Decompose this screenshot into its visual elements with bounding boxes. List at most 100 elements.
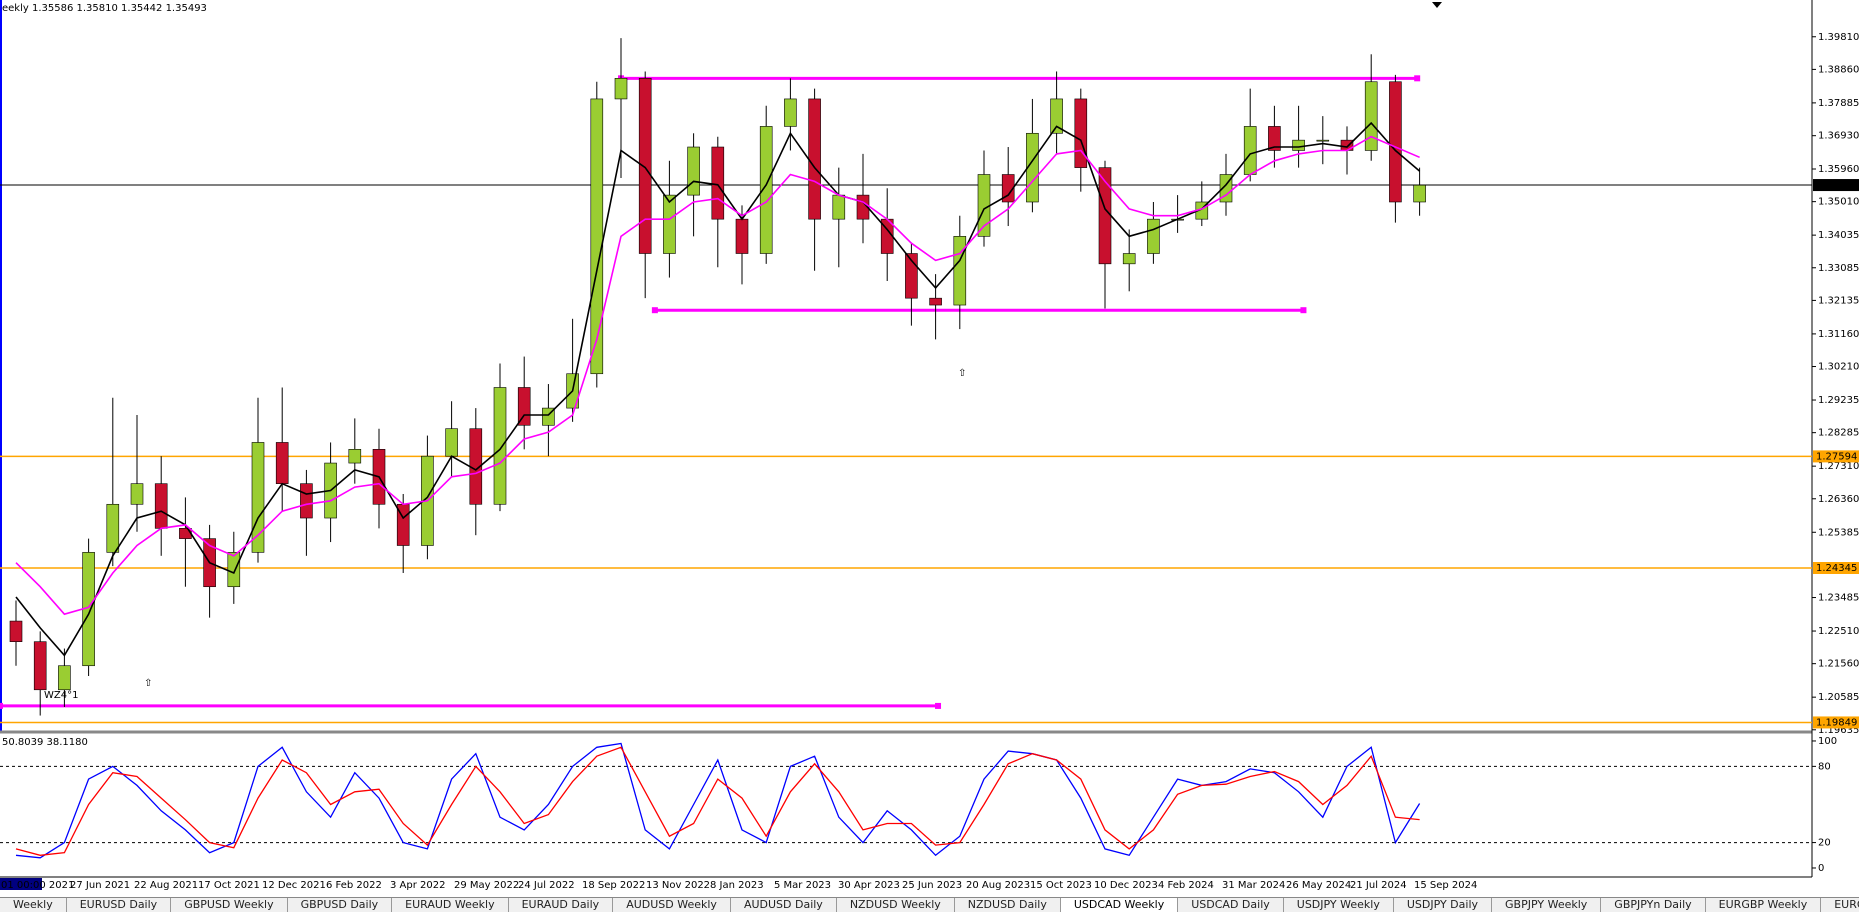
x-tick-label: 30 Apr 2023: [838, 880, 900, 891]
tab[interactable]: EURAUD Weekly: [392, 898, 509, 912]
tab[interactable]: Weekly: [0, 898, 67, 912]
x-tick-label: 15 Sep 2024: [1414, 880, 1477, 891]
tab[interactable]: GBPJPY Weekly: [1492, 898, 1602, 912]
chart-title: eekly 1.35586 1.35810 1.35442 1.35493: [2, 3, 207, 14]
level-label: 1.35493: [1816, 180, 1857, 191]
y-tick-label: 1.23485: [1818, 593, 1859, 604]
x-tick-label: 10 Dec 2023: [1094, 880, 1158, 891]
tab[interactable]: USDCAD Weekly: [1060, 898, 1179, 912]
x-tick-label: 25 Jun 2023: [902, 880, 962, 891]
candle-body: [759, 126, 773, 254]
y-tick-label: 1.35960: [1818, 164, 1859, 175]
level-label-box: [1813, 450, 1859, 463]
candle-body: [517, 387, 531, 426]
candle-body: [953, 236, 967, 306]
y-tick-label: 1.28285: [1818, 428, 1859, 439]
x-tick-label: 15 Oct 2023: [1030, 880, 1092, 891]
y-tick-label: 1.20585: [1818, 692, 1859, 703]
annotation: WZ4°1: [44, 690, 78, 701]
tab[interactable]: USDCAD Daily: [1178, 898, 1284, 912]
tab[interactable]: EURAUD Daily: [509, 898, 614, 912]
candle-body: [663, 194, 676, 254]
candle-body: [300, 483, 313, 519]
tab[interactable]: GBPUSD Daily: [288, 898, 393, 912]
candle-body: [58, 665, 71, 691]
x-tick-label: 13 Nov 2022: [646, 880, 710, 891]
candle-body: [179, 528, 192, 539]
tab[interactable]: EURGBP Daily: [1821, 898, 1859, 912]
annotation: ⇧: [958, 368, 966, 379]
candle-body: [227, 552, 241, 588]
x-tick-label: 5 Mar 2023: [774, 880, 831, 891]
x-tick-label: 31 Mar 2024: [1222, 880, 1285, 891]
y-tick-label: 0: [1818, 863, 1824, 874]
tab[interactable]: AUDUSD Daily: [731, 898, 837, 912]
candle-body: [1268, 126, 1281, 151]
candle-body: [1074, 98, 1088, 168]
tab[interactable]: USDJPY Weekly: [1284, 898, 1394, 912]
moving-average: [15, 135, 1420, 616]
y-tick-label: 1.31160: [1818, 329, 1859, 340]
y-tick-label: 80: [1818, 761, 1831, 772]
y-tick-label: 1.37885: [1818, 98, 1859, 109]
y-tick-label: 1.36930: [1818, 131, 1859, 142]
tab[interactable]: GBPUSD Weekly: [171, 898, 288, 912]
annotation: ⇧: [144, 678, 152, 689]
tab[interactable]: EURGBP Weekly: [1706, 898, 1822, 912]
level-label: 1.24345: [1816, 563, 1857, 574]
trend-handle: [0, 702, 3, 709]
candle-body: [687, 146, 700, 196]
candle-body: [1389, 81, 1402, 203]
tab[interactable]: EURUSD Daily: [67, 898, 172, 912]
tab[interactable]: NZDUSD Daily: [955, 898, 1061, 912]
x-tick-label: 20 Aug 2023: [966, 880, 1030, 891]
candle-body: [275, 442, 289, 484]
candle-body: [929, 297, 942, 306]
x-tick-label: 29 May 2022: [454, 880, 519, 891]
candle-body: [1413, 184, 1426, 203]
trend-handle: [1300, 307, 1307, 314]
y-tick-label: 1.22510: [1818, 626, 1859, 637]
level-label-box: [1813, 179, 1859, 192]
candle-body: [1122, 253, 1136, 265]
candle-body: [445, 428, 458, 457]
candle-body: [106, 503, 120, 553]
tab[interactable]: GBPJPYn Daily: [1601, 898, 1706, 912]
candle-body: [9, 620, 23, 642]
tab[interactable]: USDJPY Daily: [1394, 898, 1493, 912]
x-tick-label: 18 Sep 2022: [582, 880, 645, 891]
y-tick-label: 1.21560: [1818, 659, 1859, 670]
y-tick-label: 1.35010: [1818, 197, 1859, 208]
moving-average: [15, 121, 1421, 657]
y-tick-label: 1.27310: [1818, 461, 1859, 472]
crosshair-time-box: [0, 878, 42, 890]
candle-body: [832, 194, 846, 220]
tab[interactable]: NZDUSD Weekly: [837, 898, 955, 912]
candle-body: [1364, 81, 1378, 151]
x-tick-label: 3 Apr 2022: [390, 880, 445, 891]
x-tick-label: 24 Jul 2022: [518, 880, 575, 891]
y-tick-label: 100: [1818, 736, 1837, 747]
y-tick-label: 1.32135: [1818, 295, 1859, 306]
y-tick-label: 1.25385: [1818, 527, 1859, 538]
tab[interactable]: AUDUSD Weekly: [613, 898, 731, 912]
candle-body: [614, 78, 628, 100]
candle-body: [1050, 98, 1063, 134]
candle-body: [1001, 174, 1015, 203]
y-tick-label: 1.30210: [1818, 362, 1859, 373]
x-tick-label: 22 Aug 2021: [134, 880, 198, 891]
y-tick-label: 1.33085: [1818, 263, 1859, 274]
x-tick-label: 27 Jun 2021: [70, 880, 130, 891]
y-tick-label: 1.34035: [1818, 230, 1859, 241]
y-tick-label: 1.39810: [1818, 32, 1859, 43]
level-label-box: [1813, 562, 1859, 575]
candle-body: [735, 218, 749, 254]
candle-body: [784, 98, 797, 127]
level-label-box: [1813, 716, 1859, 729]
trend-handle: [1414, 75, 1421, 82]
indicator-title: 50.8039 38.1180: [2, 737, 88, 748]
candle-body: [130, 483, 144, 505]
candle-body: [638, 78, 652, 254]
